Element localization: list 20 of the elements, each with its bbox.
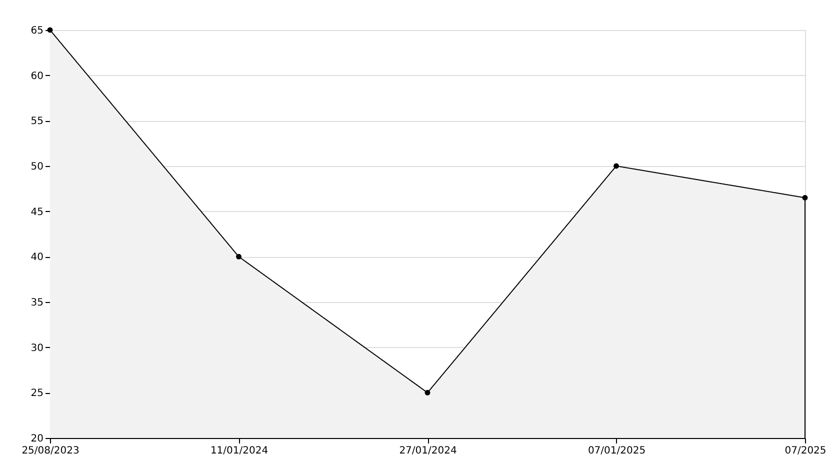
y-tick-label: 65 <box>30 26 44 36</box>
y-tick-label: 60 <box>30 70 44 82</box>
y-tick-label: 30 <box>30 342 44 354</box>
x-tick-label: 27/01/2024 <box>399 446 457 456</box>
point <box>614 163 619 169</box>
y-tick-label: 55 <box>30 116 44 128</box>
y-tick-label: 20 <box>30 434 44 444</box>
point <box>47 27 53 33</box>
y-tick-label: 45 <box>30 206 44 218</box>
point <box>424 390 430 396</box>
y-tick-label: 40 <box>30 252 44 264</box>
y-tick-label: 25 <box>30 388 44 400</box>
x-tick-label: 11/01/2024 <box>210 446 268 456</box>
x-tick-label: 25/08/2023 <box>22 446 80 456</box>
x-tick-label: 07/2025 <box>784 446 826 456</box>
y-tick-label: 35 <box>30 298 44 308</box>
x-tick-label: 07/01/2025 <box>588 446 646 456</box>
point <box>802 195 808 200</box>
point <box>236 254 242 260</box>
y-tick-label: 50 <box>30 162 44 172</box>
